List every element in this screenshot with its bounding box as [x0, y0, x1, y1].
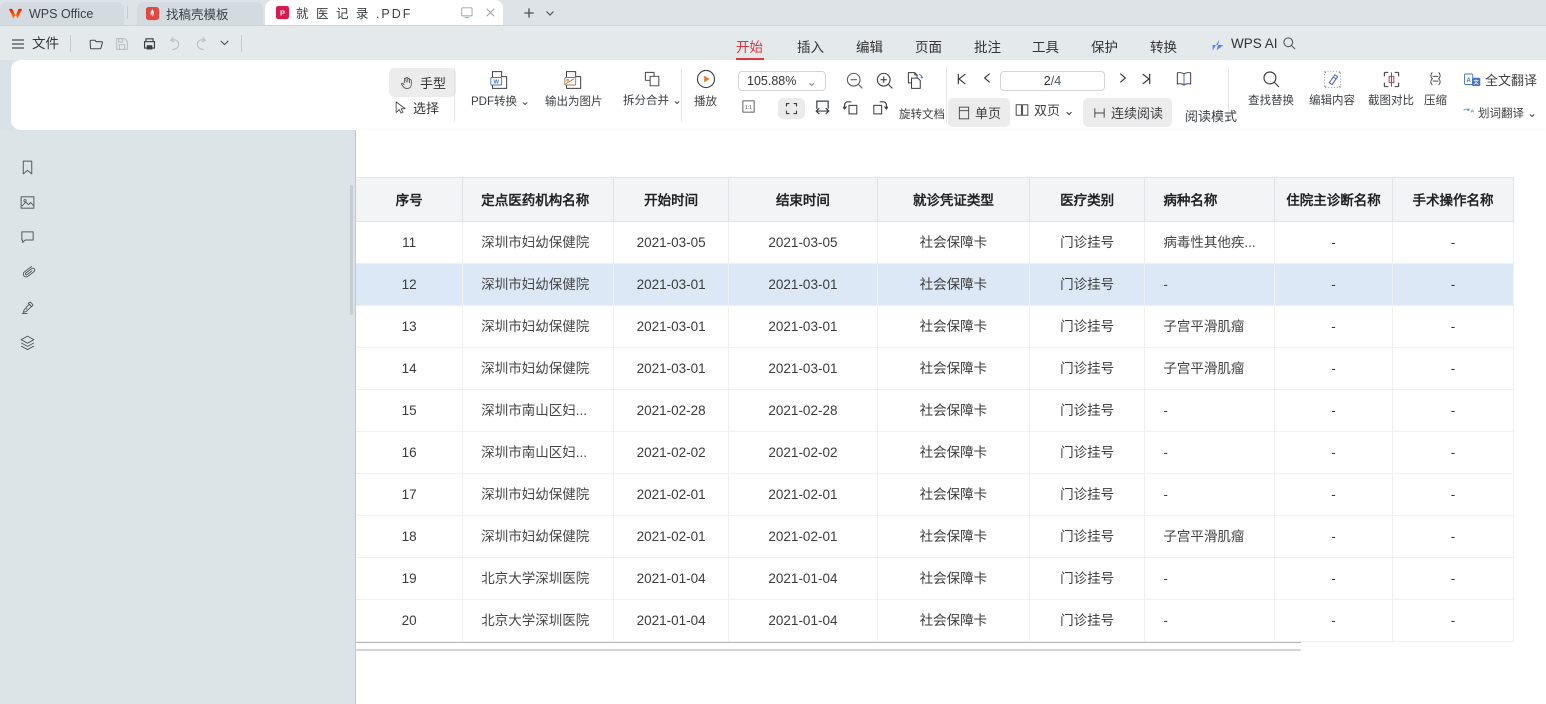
svg-text:P: P — [280, 8, 285, 17]
svg-text:A: A — [1466, 77, 1471, 83]
svg-text:W: W — [494, 79, 500, 85]
svg-text:1:1: 1:1 — [745, 105, 752, 111]
svg-text:A: A — [1471, 108, 1475, 114]
